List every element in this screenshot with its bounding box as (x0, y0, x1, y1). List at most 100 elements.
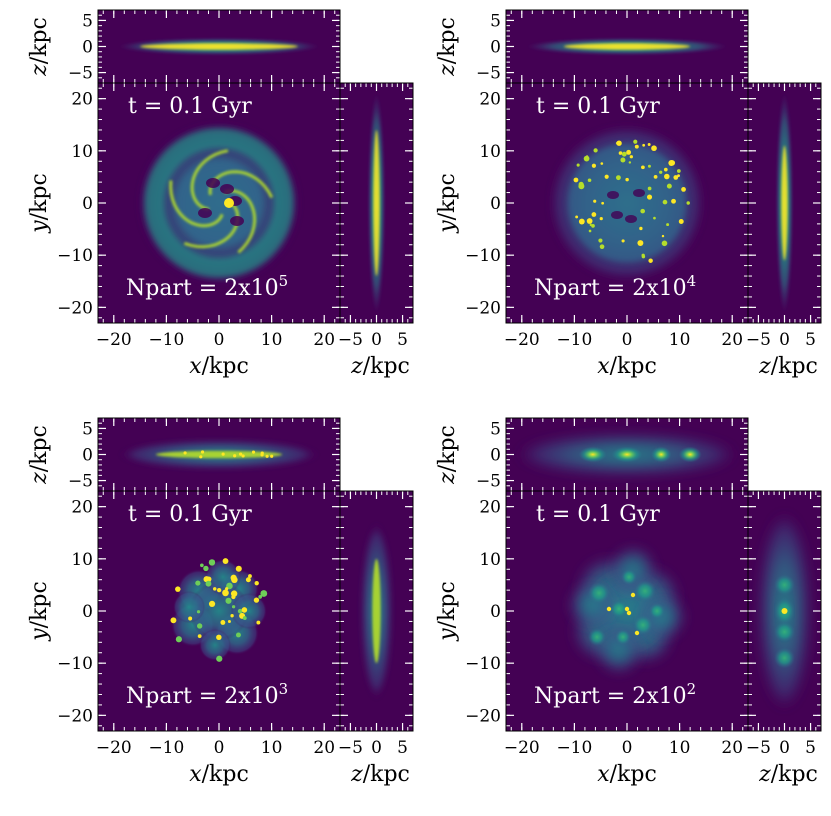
x-tick-label: −20 (96, 738, 132, 758)
clump (260, 451, 264, 455)
x-tick-label: −20 (96, 330, 132, 350)
clump (668, 159, 675, 166)
edge-blob (611, 446, 643, 463)
edge-on-xz-plot: −5 0 5 z/kpc (27, 417, 341, 492)
clump (646, 194, 653, 200)
clump (681, 187, 686, 192)
clump (222, 589, 229, 597)
x-tick-label: 0 (214, 330, 225, 350)
x-tick-label: 20 (721, 738, 743, 758)
x-tick-label: −10 (148, 738, 184, 758)
clump (676, 169, 681, 173)
clump (170, 617, 177, 624)
clump (639, 226, 643, 231)
clump (206, 576, 212, 582)
x-tick-label: 0 (622, 330, 633, 350)
clump (175, 586, 181, 592)
clump (591, 224, 595, 228)
y-tick-label: 0 (82, 194, 93, 214)
edge-disk-core (155, 450, 283, 459)
clump (589, 223, 592, 227)
clump (235, 565, 242, 572)
clump (615, 175, 621, 181)
clump (575, 215, 579, 219)
clump (235, 632, 241, 638)
bright-knot (624, 606, 630, 612)
z-axis-label: z/kpc (350, 762, 410, 787)
soft-blob (649, 603, 665, 619)
y-tick-label: 0 (82, 602, 93, 622)
z-axis-label: z/kpc (27, 425, 52, 485)
y-tick-label: −20 (57, 298, 93, 318)
plot-frame (747, 82, 822, 324)
clump (618, 151, 623, 155)
clump (599, 216, 603, 221)
clump (673, 175, 679, 180)
plot-frame (339, 490, 414, 732)
clump (200, 450, 205, 454)
x-axis-label: x/kpc (189, 762, 249, 787)
clump (591, 163, 597, 168)
soft-blob (621, 569, 637, 585)
clump (653, 216, 656, 220)
npart-label: Npart = 2x105 (126, 272, 288, 301)
bright-knot (634, 630, 640, 636)
clump (616, 140, 622, 146)
z-axis-label: z/kpc (758, 354, 818, 379)
void (611, 211, 623, 219)
npart-text: Npart = 2x10 (534, 684, 687, 709)
y-tick-label: −20 (57, 706, 93, 726)
clump (625, 177, 629, 182)
clump (600, 162, 604, 165)
edge-blob (578, 446, 607, 463)
soft-blob (633, 615, 653, 635)
edge-on-zy-plot: −5 0 5 z/kpc (746, 82, 822, 379)
clump (199, 455, 203, 459)
plot-frame (747, 490, 822, 732)
x-tick-label: 10 (669, 330, 691, 350)
edge-blob (651, 446, 672, 463)
x-tick-label: 0 (214, 738, 225, 758)
edge-blob (774, 647, 795, 669)
clump (260, 590, 268, 597)
clump (197, 634, 202, 639)
y-tick-label: −20 (465, 706, 501, 726)
x-tick-label: 5 (397, 738, 408, 758)
clump (666, 183, 672, 189)
time-label: t = 0.1 Gyr (128, 502, 252, 527)
clump (175, 636, 182, 643)
clump (205, 580, 212, 587)
edge-disk-core (563, 43, 691, 50)
clump (212, 587, 217, 591)
clump (188, 616, 193, 621)
gas-blob (199, 629, 231, 661)
clump (588, 229, 592, 233)
clump (666, 223, 670, 227)
x-tick-label: 0 (779, 330, 790, 350)
y-axis-label: y/kpc (27, 173, 52, 234)
disk-inner (567, 143, 687, 263)
time-label: t = 0.1 Gyr (128, 94, 252, 119)
clump (662, 199, 668, 205)
clump (599, 244, 605, 249)
y-tick-label: −10 (57, 654, 93, 674)
x-axis-label: x/kpc (189, 354, 249, 379)
void (230, 216, 244, 226)
clump (242, 616, 247, 620)
y-tick-label: 10 (71, 550, 93, 570)
soft-blob (634, 580, 656, 602)
clump (254, 580, 259, 586)
y-axis-label: y/kpc (435, 173, 460, 234)
x-tick-label: 0 (622, 738, 633, 758)
x-tick-label: 20 (313, 738, 335, 758)
void (607, 191, 619, 199)
y-tick-label: 5 (490, 11, 501, 31)
clump (227, 619, 231, 623)
clump (664, 173, 670, 180)
y-tick-label: 0 (82, 38, 93, 58)
time-label: t = 0.1 Gyr (536, 502, 660, 527)
y-tick-label: 5 (82, 11, 93, 31)
bright-knot (224, 198, 234, 208)
z-axis-label: z/kpc (435, 425, 460, 485)
